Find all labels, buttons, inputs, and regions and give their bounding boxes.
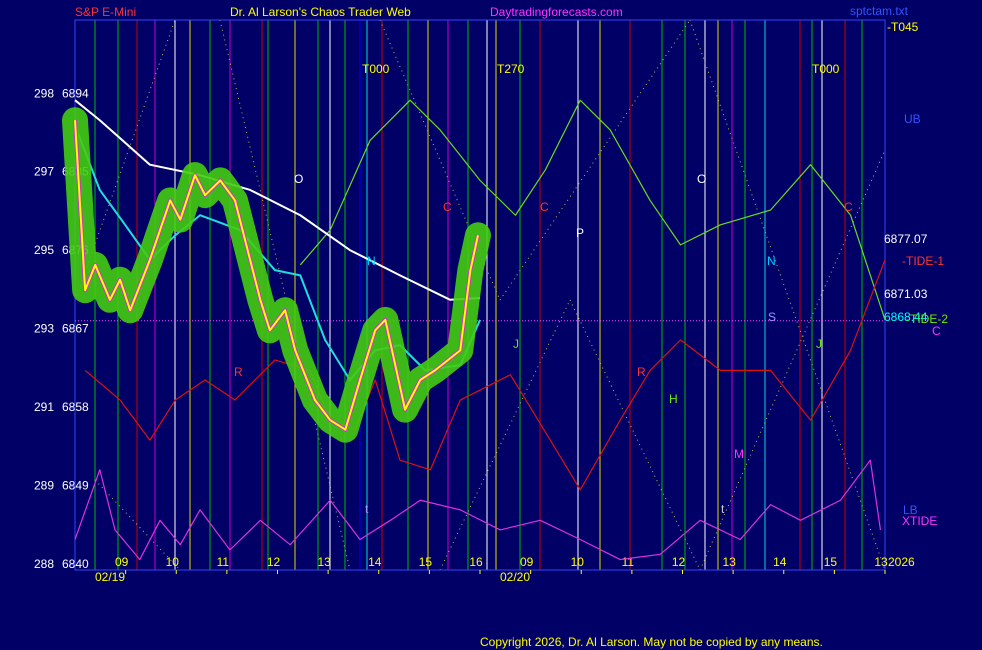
series-line [84,259,886,491]
annotation: T270 [497,62,525,76]
right-label: LB [903,503,918,517]
chart-title: Dr. Al Larson's Chaos Trader Web [230,5,411,19]
site: Daytradingforecasts.com [490,5,623,19]
right-label: -TIDE-2 [906,312,948,326]
y-tick-left-label: 297 [34,165,54,179]
annotation: M [734,447,744,461]
annotation: R [637,365,646,379]
annotation: T000 [812,62,840,76]
annotation: H [669,392,678,406]
x-tick-label: 13 [722,555,736,569]
y-tick-left-label: 288 [34,557,54,571]
series-line [299,99,886,321]
x-tick-label: 15 [824,555,838,569]
annotation: R [234,365,243,379]
x-tick-label: 11 [217,555,230,569]
right-label: 6868.44 [884,310,928,324]
y-tick-label: 6894 [62,86,89,100]
annotation: S [768,310,776,324]
annotation: C [844,200,853,214]
y-tick-left-label: 293 [34,322,54,336]
y-tick-left-label: 298 [34,86,54,100]
x-tick-label: 09 [115,555,129,569]
instrument: S&P E-Mini [75,5,136,19]
x-tick-label: 14 [368,555,382,569]
annotation: T000 [362,62,390,76]
x-tick-label: 12 [267,555,281,569]
annotation: N [767,254,776,268]
annotation: J [513,337,519,351]
annotation: J [816,337,822,351]
y-tick-left-label: 295 [34,243,54,257]
y-tick-label: 6858 [62,400,89,414]
x-tick-label: 12 [672,555,686,569]
file-label: sptctam.txt [850,4,909,18]
x-tick-label: 09 [520,555,534,569]
x-tick-label: 13 [317,555,331,569]
series-line [74,459,882,561]
series-line [74,99,481,301]
annotation: t [365,502,369,516]
right-label: -TIDE-1 [902,254,944,268]
y-tick-label: 6840 [62,557,89,571]
series-line [74,120,479,431]
copyright: Copyright 2026, Dr. Al Larson. May not b… [480,635,823,649]
y-tick-left-label: 289 [34,478,54,492]
annotation: t [721,502,725,516]
date-label: 02/20 [500,570,530,584]
x-tick-label: 10 [571,555,585,569]
annotation: C [443,200,452,214]
annotation: N [367,254,376,268]
right-label: XTIDE [902,514,937,528]
x-tick-label: 10 [166,555,180,569]
x-tick-label: 11 [622,555,635,569]
x-tick-label: 16 [469,555,483,569]
diagonal [219,19,351,571]
year-label: 2026 [888,555,915,569]
y-tick-label: 6849 [62,478,89,492]
diagonal [379,19,501,301]
right-label: 6871.03 [884,287,928,301]
x-tick-label: 14 [773,555,787,569]
right-label: C [932,324,941,338]
date-label: 02/19 [95,570,125,584]
annotation: P [576,226,584,240]
series-line [74,125,481,381]
annotation: O [697,172,706,186]
right-label: UB [904,112,921,126]
x-tick-label: 15 [419,555,433,569]
annotation: O [294,172,303,186]
x-tick-label: 13 [874,555,888,569]
y-tick-label: 6867 [62,322,89,336]
diagonal-lines [74,19,886,571]
diagonal [94,479,181,571]
annotation: C [540,200,549,214]
right-label: 6877.07 [884,232,928,246]
y-tick-left-label: 291 [34,400,54,414]
right-label: -T045 [887,20,919,34]
